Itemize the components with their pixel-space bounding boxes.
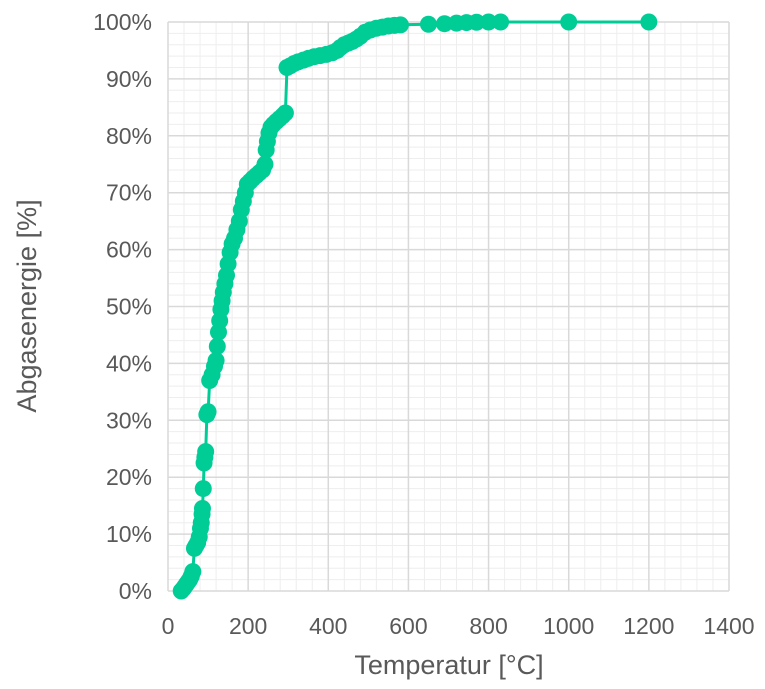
x-tick-label: 400 xyxy=(309,613,347,639)
y-tick-label: 10% xyxy=(106,521,152,547)
data-point xyxy=(193,499,211,517)
data-point xyxy=(199,403,217,421)
data-point xyxy=(419,15,437,33)
x-axis-tick-labels: 0 200 400 600 800 1000 1200 1400 xyxy=(162,613,755,639)
data-point xyxy=(560,13,578,31)
y-tick-label: 50% xyxy=(106,294,152,320)
x-axis-label: Temperatur [°C] xyxy=(354,650,543,680)
data-point xyxy=(276,104,294,122)
x-tick-label: 1200 xyxy=(623,613,674,639)
y-tick-label: 70% xyxy=(106,180,152,206)
y-tick-label: 20% xyxy=(106,464,152,490)
y-tick-label: 30% xyxy=(106,407,152,433)
data-point xyxy=(435,15,453,33)
data-point xyxy=(207,352,225,370)
y-axis-tick-labels: 0% 10% 20% 30% 40% 50% 60% 70% 80% 90% 100% xyxy=(93,9,152,604)
data-point xyxy=(640,13,658,31)
data-point xyxy=(197,443,215,461)
x-tick-label: 600 xyxy=(389,613,427,639)
data-point xyxy=(208,337,226,355)
y-tick-label: 80% xyxy=(106,123,152,149)
y-axis-label: Abgasenergie [%] xyxy=(12,199,42,412)
data-point xyxy=(492,13,510,31)
x-tick-label: 200 xyxy=(229,613,267,639)
x-tick-label: 800 xyxy=(469,613,507,639)
major-gridlines xyxy=(167,21,730,592)
y-tick-label: 60% xyxy=(106,237,152,263)
y-tick-label: 0% xyxy=(119,578,152,604)
series-layer xyxy=(172,13,658,600)
x-tick-label: 0 xyxy=(162,613,175,639)
x-tick-label: 1000 xyxy=(543,613,594,639)
data-point xyxy=(184,563,202,581)
data-point xyxy=(480,13,498,31)
data-point xyxy=(468,13,486,31)
x-tick-label: 1400 xyxy=(703,613,754,639)
y-tick-label: 100% xyxy=(93,9,152,35)
y-tick-label: 40% xyxy=(106,350,152,376)
data-point xyxy=(194,480,212,498)
y-tick-label: 90% xyxy=(106,66,152,92)
data-point xyxy=(256,155,274,173)
data-point xyxy=(391,16,409,34)
